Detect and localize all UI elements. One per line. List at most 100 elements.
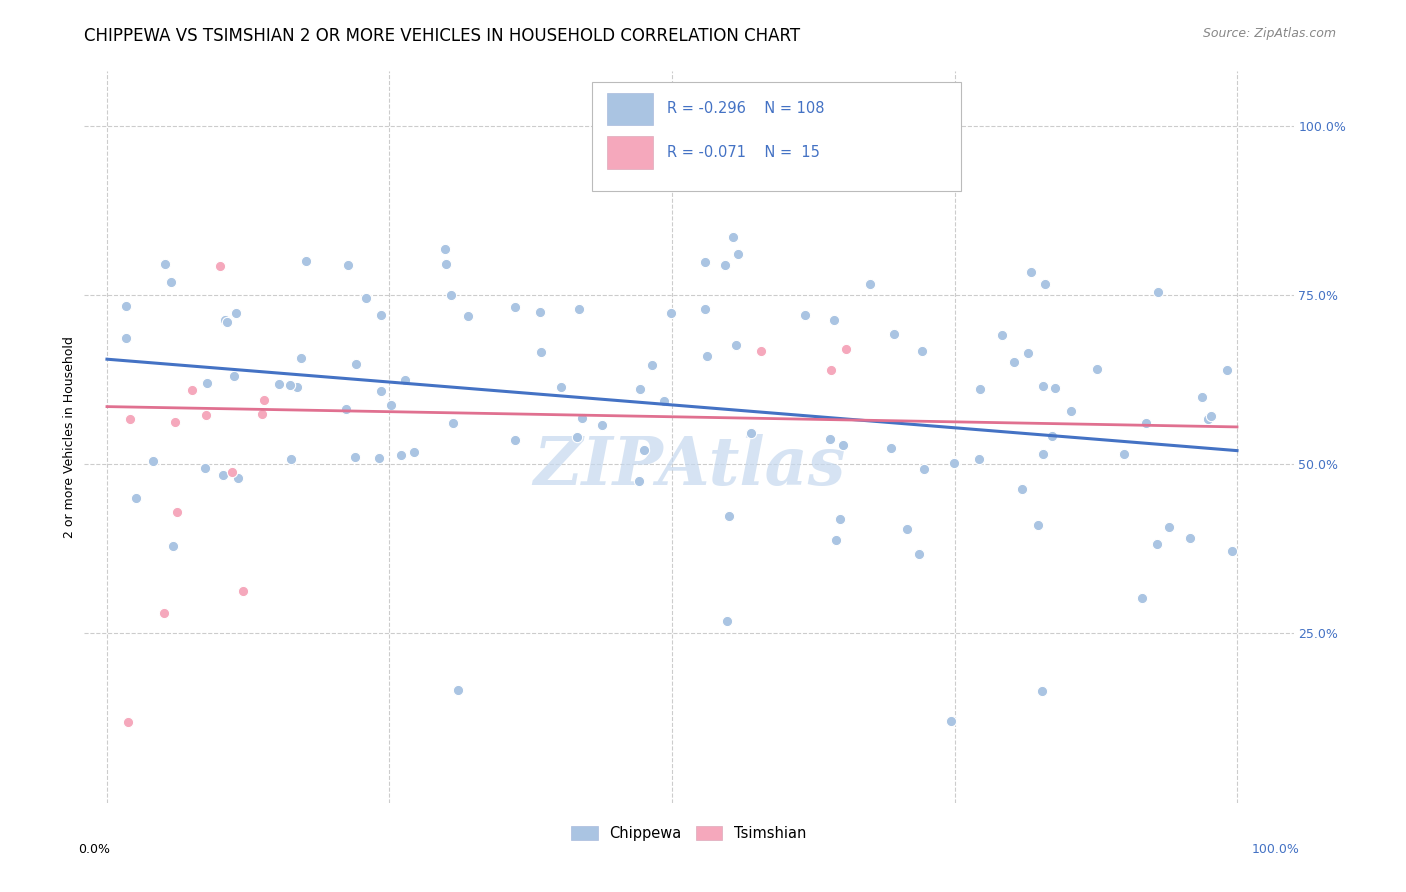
Point: [725, 337, 748, 351]
Point: [278, 378, 301, 392]
Point: [633, 443, 655, 458]
Point: [1191, 391, 1213, 405]
Point: [440, 288, 463, 302]
Point: [1021, 265, 1043, 279]
Point: [883, 326, 905, 341]
Point: [693, 254, 716, 268]
Point: [389, 448, 412, 462]
Point: [740, 426, 762, 441]
Point: [835, 343, 858, 357]
Text: CHIPPEWA VS TSIMSHIAN 2 OR MORE VEHICLES IN HOUSEHOLD CORRELATION CHART: CHIPPEWA VS TSIMSHIAN 2 OR MORE VEHICLES…: [84, 27, 800, 45]
Point: [1032, 447, 1054, 461]
Point: [214, 313, 236, 327]
Point: [159, 275, 181, 289]
Point: [825, 533, 848, 548]
Point: [337, 258, 360, 272]
Point: [212, 468, 235, 483]
Point: [153, 257, 176, 271]
Point: [721, 230, 744, 244]
Point: [568, 302, 591, 317]
Point: [180, 383, 202, 397]
Point: [652, 394, 675, 409]
Point: [529, 344, 551, 359]
Point: [695, 301, 717, 316]
Point: [447, 683, 470, 698]
Point: [718, 508, 741, 523]
Point: [696, 349, 718, 363]
Point: [942, 456, 965, 470]
FancyBboxPatch shape: [607, 93, 652, 125]
Point: [165, 415, 187, 429]
Point: [344, 450, 367, 464]
Point: [794, 309, 817, 323]
Point: [142, 454, 165, 468]
Text: Source: ZipAtlas.com: Source: ZipAtlas.com: [1202, 27, 1336, 40]
Point: [941, 714, 963, 728]
Point: [969, 451, 991, 466]
Point: [457, 309, 479, 323]
Point: [125, 491, 148, 506]
Point: [1002, 355, 1025, 369]
Point: [832, 438, 855, 452]
Point: [252, 393, 274, 408]
Point: [152, 606, 174, 620]
Point: [215, 315, 238, 329]
Point: [823, 313, 845, 327]
FancyBboxPatch shape: [607, 136, 652, 169]
Point: [120, 411, 142, 425]
Point: [114, 299, 136, 313]
Point: [434, 242, 457, 256]
Point: [1215, 363, 1237, 377]
Point: [226, 471, 249, 485]
Text: R = -0.296    N = 108: R = -0.296 N = 108: [668, 101, 825, 116]
Point: [370, 308, 392, 322]
Point: [912, 462, 935, 476]
Point: [1045, 381, 1067, 395]
Point: [1199, 409, 1222, 423]
Point: [166, 505, 188, 519]
Point: [503, 300, 526, 314]
Point: [441, 416, 464, 430]
Point: [685, 167, 707, 181]
Point: [1112, 447, 1135, 461]
Point: [394, 373, 416, 387]
Point: [1135, 416, 1157, 430]
Point: [1033, 277, 1056, 291]
Point: [225, 306, 247, 320]
Point: [269, 377, 291, 392]
Text: 100.0%: 100.0%: [1251, 843, 1299, 856]
Point: [434, 257, 457, 271]
Point: [1085, 362, 1108, 376]
Point: [1146, 537, 1168, 551]
Point: [209, 259, 232, 273]
Point: [628, 382, 651, 396]
Point: [195, 408, 218, 422]
Point: [991, 327, 1014, 342]
Point: [117, 714, 139, 729]
Point: [828, 512, 851, 526]
Point: [716, 614, 738, 628]
Point: [354, 291, 377, 305]
Point: [969, 383, 991, 397]
Point: [367, 450, 389, 465]
Point: [908, 547, 931, 561]
Point: [820, 432, 842, 446]
Point: [571, 411, 593, 425]
Point: [713, 258, 735, 272]
Point: [911, 343, 934, 358]
Point: [565, 430, 588, 444]
Text: ZIPAtlas: ZIPAtlas: [533, 434, 845, 499]
Point: [505, 433, 527, 447]
Point: [162, 539, 184, 553]
Point: [194, 461, 217, 475]
Point: [370, 384, 392, 398]
Legend: Chippewa, Tsimshian: Chippewa, Tsimshian: [565, 820, 813, 847]
Point: [222, 368, 245, 383]
Text: R = -0.071    N =  15: R = -0.071 N = 15: [668, 145, 820, 160]
Point: [195, 376, 218, 390]
Point: [1017, 346, 1039, 360]
Point: [727, 246, 749, 260]
Point: [529, 304, 551, 318]
Point: [1178, 531, 1201, 545]
Y-axis label: 2 or more Vehicles in Household: 2 or more Vehicles in Household: [63, 336, 76, 538]
